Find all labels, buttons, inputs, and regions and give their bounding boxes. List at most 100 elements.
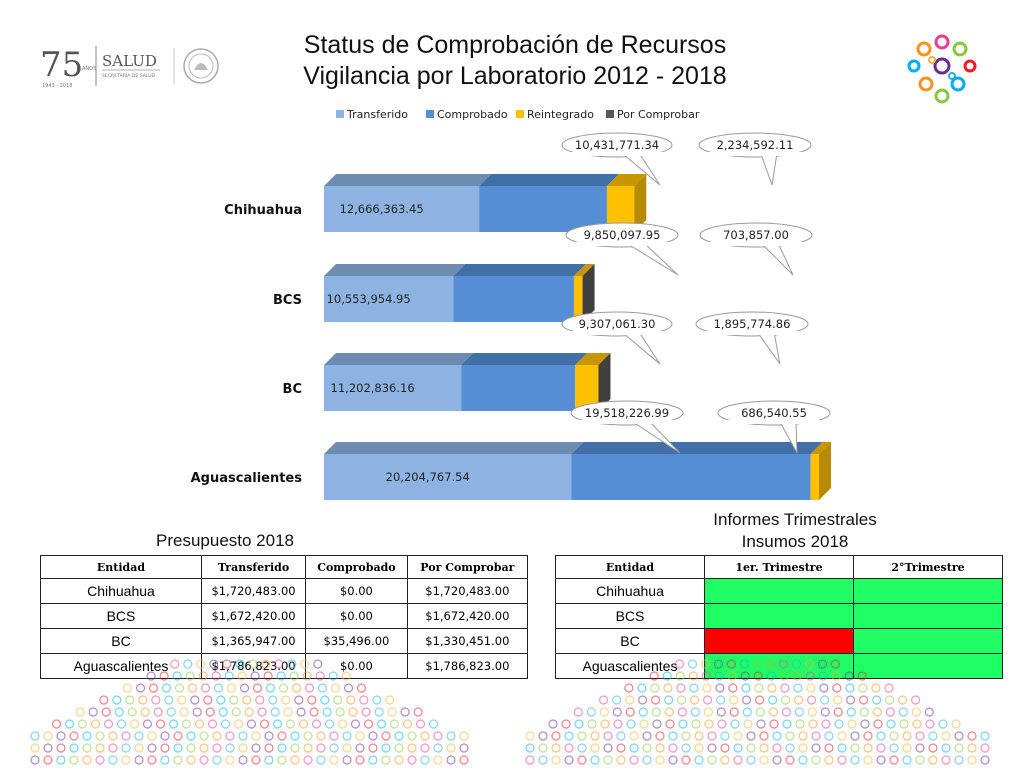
bar-aguascalientes-transferido <box>324 454 572 500</box>
legend-swatch-3 <box>606 110 614 118</box>
callout-pointer <box>760 242 794 276</box>
budget-value-cell: $1,672,420.00 <box>406 603 529 629</box>
table-row: BC $1,365,947.00 $35,496.00 $1,330,451.00 <box>40 628 529 654</box>
budget-header-1: Transferido <box>200 555 307 579</box>
bar-aguascalientes-comprobado <box>571 454 811 500</box>
budget-value-cell: $1,786,823.00 <box>406 653 529 679</box>
bar-top-chihuahua-1 <box>479 174 619 186</box>
callout-mask <box>568 331 666 335</box>
salud-word: SALUD <box>102 52 157 70</box>
callout-bubble <box>565 222 679 248</box>
legend-label-2: Reintegrado <box>527 108 594 121</box>
value-label-transferido-chihuahua: 12,666,363.45 <box>340 202 424 216</box>
callout-mask <box>706 242 806 246</box>
category-label-chihuahua: Chihuahua <box>224 203 302 218</box>
value-label-reintegrado-bc: 1,895,774.86 <box>714 317 791 331</box>
status-cell-q1 <box>704 603 854 629</box>
value-label-reintegrado-aguascalientes: 686,540.55 <box>741 406 807 420</box>
legend-swatch-1 <box>426 110 434 118</box>
bar-aguascalientes-reintegrado <box>810 454 819 500</box>
bar-side-aguascalientes <box>819 442 831 500</box>
bar-top-aguascalientes-0 <box>324 442 584 454</box>
budget-entity-cell: Aguascalientes <box>40 653 202 679</box>
bar-top-chihuahua-0 <box>324 174 492 186</box>
callout-mask <box>705 152 805 156</box>
bar-bcs-transferido <box>324 276 454 322</box>
budget-header-2: Comprobado <box>305 555 408 579</box>
reports-entity-cell: Chihuahua <box>555 578 705 604</box>
callout-bubble <box>698 132 812 158</box>
callout-mask <box>568 152 666 156</box>
callout-pointer <box>621 331 661 365</box>
budget-header-3: Por Comprobar <box>406 555 529 579</box>
bar-side-chihuahua <box>634 174 647 232</box>
bar-top-chihuahua-2 <box>606 174 647 186</box>
value-label-comprobado-bc: 9,307,061.30 <box>579 317 656 331</box>
stacked-bar-chart: Transferido Comprobado Reintegrado Por Comp… <box>191 108 831 500</box>
value-label-reintegrado-chihuahua: 2,234,592.11 <box>717 138 794 152</box>
table-row: BC <box>555 628 1003 654</box>
title-line-2: Vigilancia por Laboratorio 2012 - 2018 <box>303 62 727 90</box>
bar-chihuahua-comprobado <box>479 186 607 232</box>
table-row: Chihuahua <box>555 578 1003 604</box>
status-cell-q2 <box>853 578 1003 604</box>
status-cell-q1 <box>704 628 854 654</box>
callout-comprobado-bc: 9,307,061.30 <box>561 311 673 365</box>
bar-top-bc-1 <box>461 353 588 365</box>
legend-label-3: Por Comprobar <box>617 108 700 121</box>
category-label-bcs: BCS <box>273 293 302 308</box>
bar-bc-reintegrado <box>575 365 599 411</box>
callout-pointer <box>626 242 679 276</box>
legend-label-0: Transferido <box>346 108 408 121</box>
reports-caption-line-2: Insumos 2018 <box>741 532 849 551</box>
callout-bubble <box>695 311 809 337</box>
callout-comprobado-chihuahua: 10,431,771.34 <box>561 132 673 186</box>
decorative-dots-pattern <box>30 659 990 765</box>
table-row: BCS $1,672,420.00 $0.00 $1,672,420.00 <box>40 603 529 629</box>
legend-swatch-0 <box>336 110 344 118</box>
callout-mask <box>572 242 672 246</box>
bar-bcs-comprobado <box>453 276 574 322</box>
table-row: Aguascalientes <box>555 653 1003 679</box>
reports-table-body: Chihuahua BCS BC Aguascalientes <box>555 578 1003 679</box>
callout-reintegrado-aguascalientes: 686,540.55 <box>717 400 831 454</box>
value-label-comprobado-aguascalientes: 19,518,226.99 <box>585 406 669 420</box>
chart-bars: Chihuahua 12,666,363.45 10,431,771.34 2,234… <box>191 132 831 500</box>
budget-entity-cell: Chihuahua <box>40 578 202 604</box>
reports-table: Entidad 1er. Trimestre 2°Trimestre Chihuah… <box>555 555 1003 679</box>
bar-top-bc-2 <box>575 353 611 365</box>
chart-legend: Transferido Comprobado Reintegrado Por Comp… <box>336 108 700 121</box>
budget-value-cell: $1,720,483.00 <box>200 578 307 604</box>
callout-comprobado-aguascalientes: 19,518,226.99 <box>570 400 684 454</box>
bar-chihuahua-transferido <box>324 186 480 232</box>
anniversary-years: 1943 - 2018 <box>42 83 72 89</box>
reports-header-0: Entidad <box>555 555 705 579</box>
category-label-bc: BC <box>283 382 302 397</box>
budget-table: Entidad Transferido Comprobado Por Comproba… <box>40 555 529 679</box>
callout-mask <box>577 420 677 424</box>
bar-side-bc <box>598 353 611 411</box>
bar-group-bc: BC 11,202,836.16 9,307,061.30 1,895,774.86 <box>283 311 809 411</box>
legend-swatch-2 <box>516 110 524 118</box>
anniversary-word: AÑOS <box>82 65 96 72</box>
budget-value-cell: $0.00 <box>305 578 408 604</box>
reports-entity-cell: Aguascalientes <box>555 653 705 679</box>
salud-logo: 75 1943 - 2018 AÑOS SALUD SECRETARÍA DE … <box>40 45 219 89</box>
reports-header-row: Entidad 1er. Trimestre 2°Trimestre <box>555 555 1003 579</box>
value-label-transferido-bcs: 10,553,954.95 <box>327 292 411 306</box>
callout-mask <box>702 331 802 335</box>
status-cell-q1 <box>704 653 854 679</box>
reports-caption-line-1: Informes Trimestrales <box>713 510 877 529</box>
table-row: BCS <box>555 603 1003 629</box>
bar-top-aguascalientes-1 <box>571 442 823 454</box>
bar-group-chihuahua: Chihuahua 12,666,363.45 10,431,771.34 2,234… <box>224 132 812 232</box>
callout-bubble <box>699 222 813 248</box>
bar-side-bcs <box>582 264 595 322</box>
page-title: Status de Comprobación de Recursos Vigil… <box>210 30 820 92</box>
callout-reintegrado-bcs: 703,857.00 <box>699 222 813 276</box>
table-row: Aguascalientes $1,786,823.00 $0.00 $1,786,8… <box>40 653 529 679</box>
value-label-transferido-aguascalientes: 20,204,767.54 <box>386 470 470 484</box>
budget-value-cell: $0.00 <box>305 653 408 679</box>
status-cell-q2 <box>853 653 1003 679</box>
value-label-comprobado-bcs: 9,850,097.95 <box>584 228 661 242</box>
